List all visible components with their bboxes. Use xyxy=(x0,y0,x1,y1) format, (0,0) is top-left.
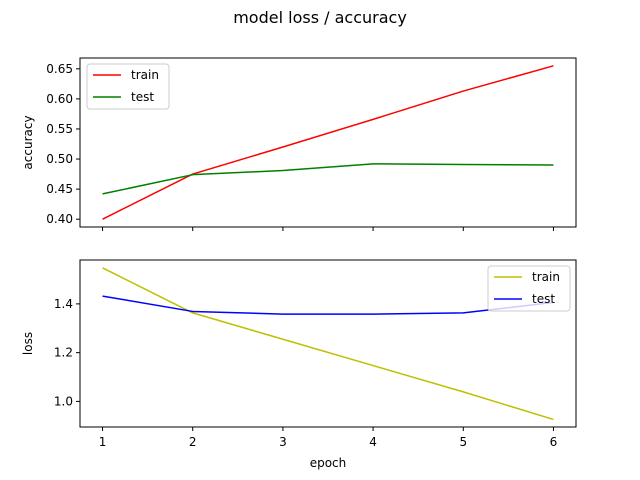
figure-title: model loss / accuracy xyxy=(233,8,407,27)
y-axis-label: accuracy xyxy=(21,115,35,169)
series-line-train xyxy=(102,267,554,421)
y-tick-label: 0.60 xyxy=(46,92,73,106)
y-tick-label: 0.55 xyxy=(46,122,73,136)
y-tick-label: 0.50 xyxy=(46,152,73,166)
subplots-group: 0.40 0.45 0.50 0.55 0.60 0.65 accuracy train tes… xyxy=(21,57,577,449)
legend: train test xyxy=(86,63,170,110)
y-tick-label: 1.4 xyxy=(54,297,73,311)
axes-frame xyxy=(79,57,577,228)
y-tick-label: 1.0 xyxy=(54,394,73,408)
x-tick-label: 3 xyxy=(279,435,287,449)
legend-label: train xyxy=(532,270,560,284)
legend-label: train xyxy=(131,68,159,82)
y-axis-label: loss xyxy=(21,332,35,355)
y-tick-label: 0.45 xyxy=(46,182,73,196)
x-tick-label: 1 xyxy=(99,435,107,449)
axes-frame xyxy=(79,259,577,428)
series-line-test xyxy=(102,163,554,195)
x-tick-label: 5 xyxy=(459,435,467,449)
series-line-test xyxy=(102,295,554,315)
subplot-2: 1.0 1.2 1.4 1 2 3 4 5 6 loss train test xyxy=(21,259,577,449)
series-line-train xyxy=(102,65,554,220)
legend-label: test xyxy=(131,90,154,104)
x-tick-label: 2 xyxy=(189,435,197,449)
y-tick-label: 0.65 xyxy=(46,62,73,76)
y-tick-label: 0.40 xyxy=(46,212,73,226)
y-tick-label: 1.2 xyxy=(54,346,73,360)
x-axis-label: epoch xyxy=(310,456,347,470)
x-tick-label: 4 xyxy=(369,435,377,449)
legend: train test xyxy=(487,265,571,312)
x-tick-label: 6 xyxy=(550,435,558,449)
subplot-1: 0.40 0.45 0.50 0.55 0.60 0.65 accuracy train tes… xyxy=(21,57,577,231)
legend-label: test xyxy=(532,292,555,306)
